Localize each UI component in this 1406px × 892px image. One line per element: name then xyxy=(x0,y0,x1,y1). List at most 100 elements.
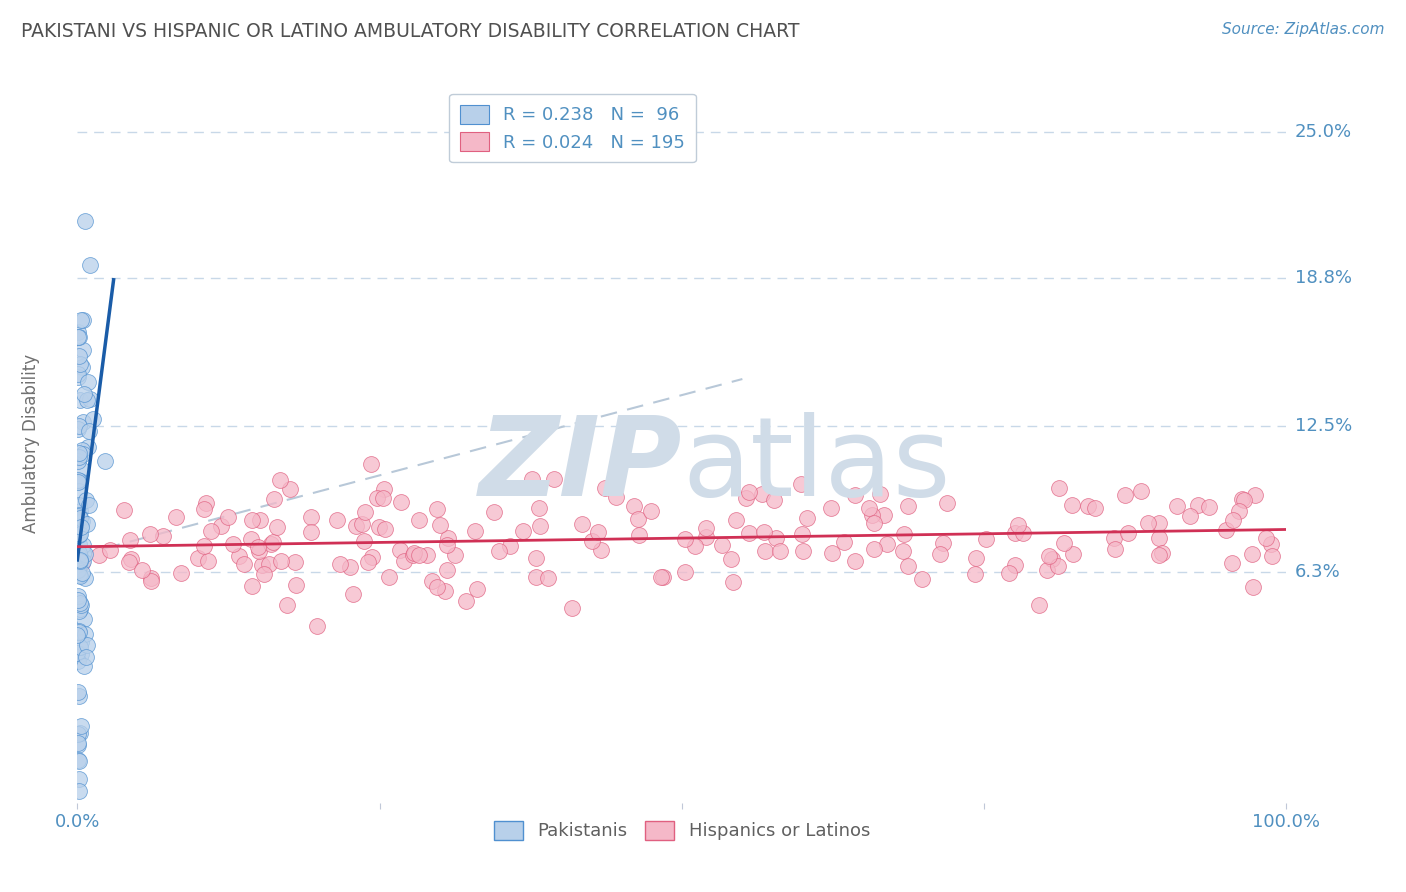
Point xyxy=(1166,500,1188,514)
Point xyxy=(1243,487,1265,501)
Point xyxy=(844,554,866,568)
Point xyxy=(512,524,534,538)
Point xyxy=(69,554,91,568)
Point xyxy=(354,505,377,519)
Point xyxy=(262,535,284,549)
Point xyxy=(257,557,280,571)
Point xyxy=(465,582,488,596)
Point xyxy=(217,509,239,524)
Point xyxy=(1220,556,1243,570)
Point xyxy=(436,538,458,552)
Point xyxy=(360,457,382,471)
Point xyxy=(67,515,90,529)
Point xyxy=(76,638,98,652)
Point xyxy=(131,563,153,577)
Point xyxy=(456,593,478,607)
Point xyxy=(67,483,90,498)
Point xyxy=(72,554,94,568)
Point xyxy=(66,628,89,642)
Point xyxy=(1230,491,1253,506)
Point xyxy=(276,598,298,612)
Point xyxy=(368,520,391,534)
Point xyxy=(844,488,866,502)
Point xyxy=(67,772,90,786)
Point xyxy=(1178,509,1201,524)
Point xyxy=(352,517,374,532)
Point xyxy=(626,512,648,526)
Point xyxy=(1129,484,1152,499)
Point xyxy=(73,612,96,626)
Point xyxy=(269,474,291,488)
Point xyxy=(433,583,456,598)
Point xyxy=(200,524,222,538)
Point xyxy=(344,519,367,533)
Point xyxy=(422,574,444,588)
Point xyxy=(67,508,90,523)
Point xyxy=(443,548,465,562)
Point xyxy=(67,624,90,639)
Point xyxy=(374,522,396,536)
Point xyxy=(70,359,93,374)
Point xyxy=(94,454,117,468)
Point xyxy=(366,491,388,506)
Point xyxy=(72,343,94,358)
Point xyxy=(139,527,162,541)
Point xyxy=(1077,500,1099,514)
Point xyxy=(187,551,209,566)
Point xyxy=(67,604,90,618)
Point xyxy=(67,528,90,542)
Point xyxy=(963,566,986,581)
Point xyxy=(77,424,100,438)
Text: Ambulatory Disability: Ambulatory Disability xyxy=(22,354,41,533)
Point xyxy=(537,571,560,585)
Point xyxy=(415,548,437,562)
Point xyxy=(69,357,91,371)
Point xyxy=(586,524,609,539)
Point xyxy=(373,483,395,497)
Point xyxy=(66,736,89,750)
Point xyxy=(936,496,959,510)
Point xyxy=(193,502,215,516)
Point xyxy=(1118,526,1140,541)
Point xyxy=(67,446,90,460)
Point xyxy=(392,554,415,568)
Point xyxy=(67,454,90,468)
Point xyxy=(623,500,645,514)
Text: atlas: atlas xyxy=(682,412,950,519)
Point xyxy=(73,214,96,228)
Point xyxy=(361,549,384,564)
Point xyxy=(120,551,142,566)
Point xyxy=(1215,524,1237,538)
Point xyxy=(67,450,90,465)
Point xyxy=(1004,525,1026,540)
Point xyxy=(627,528,650,542)
Point xyxy=(197,554,219,568)
Point xyxy=(67,754,90,768)
Point xyxy=(72,538,94,552)
Point xyxy=(73,570,96,584)
Point xyxy=(389,495,412,509)
Point xyxy=(1198,500,1220,515)
Point xyxy=(768,544,790,558)
Point xyxy=(67,508,90,522)
Point xyxy=(720,551,742,566)
Point xyxy=(69,599,91,613)
Point xyxy=(240,513,263,527)
Point xyxy=(1028,599,1050,613)
Point xyxy=(371,491,394,505)
Point xyxy=(1104,542,1126,557)
Point xyxy=(763,492,786,507)
Point xyxy=(402,545,425,559)
Point xyxy=(1047,559,1070,574)
Point xyxy=(66,727,89,741)
Point xyxy=(1260,537,1282,551)
Point xyxy=(66,563,89,577)
Point xyxy=(70,462,93,476)
Point xyxy=(326,513,349,527)
Point xyxy=(389,542,412,557)
Point xyxy=(571,517,593,532)
Point xyxy=(893,527,915,541)
Point xyxy=(232,557,254,571)
Point xyxy=(69,635,91,649)
Point xyxy=(929,547,952,561)
